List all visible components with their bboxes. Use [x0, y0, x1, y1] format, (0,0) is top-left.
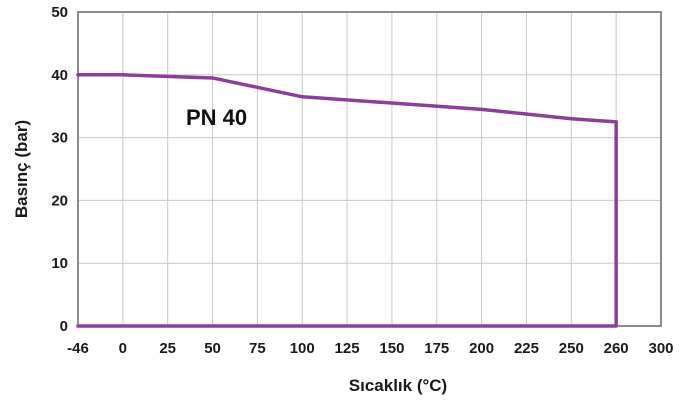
x-tick-label: 25	[159, 340, 176, 357]
x-tick-label: -46	[67, 340, 89, 357]
x-tick-label: 300	[648, 340, 673, 357]
x-tick-label: 200	[469, 340, 494, 357]
y-tick-label: 10	[51, 255, 68, 272]
x-tick-label: 100	[290, 340, 315, 357]
data-point	[301, 95, 304, 98]
y-tick-label: 30	[51, 130, 68, 147]
data-point	[570, 117, 573, 120]
x-tick-label: 175	[424, 340, 449, 357]
y-tick-label: 0	[60, 318, 68, 335]
data-point	[615, 120, 618, 123]
x-tick-label: 225	[514, 340, 539, 357]
data-point	[76, 73, 79, 76]
x-tick-label: 0	[119, 340, 127, 357]
y-tick-label: 20	[51, 192, 68, 209]
x-axis-label: Sıcaklık (°C)	[349, 376, 447, 395]
x-tick-label: 150	[379, 340, 404, 357]
x-tick-label: 250	[559, 340, 584, 357]
data-point	[211, 76, 214, 79]
data-point	[76, 324, 79, 327]
y-tick-label: 40	[51, 67, 68, 84]
x-tick-label: 75	[249, 340, 266, 357]
x-tick-label: 50	[204, 340, 221, 357]
data-point	[615, 324, 618, 327]
data-point	[480, 108, 483, 111]
y-axis-label: Basınç (bar)	[12, 120, 31, 218]
x-tick-label: 260	[604, 340, 629, 357]
data-point	[121, 73, 124, 76]
y-tick-label: 50	[51, 4, 68, 21]
series-label-pn40: PN 40	[186, 105, 247, 130]
plot-area	[78, 12, 661, 326]
x-tick-label: 125	[335, 340, 360, 357]
